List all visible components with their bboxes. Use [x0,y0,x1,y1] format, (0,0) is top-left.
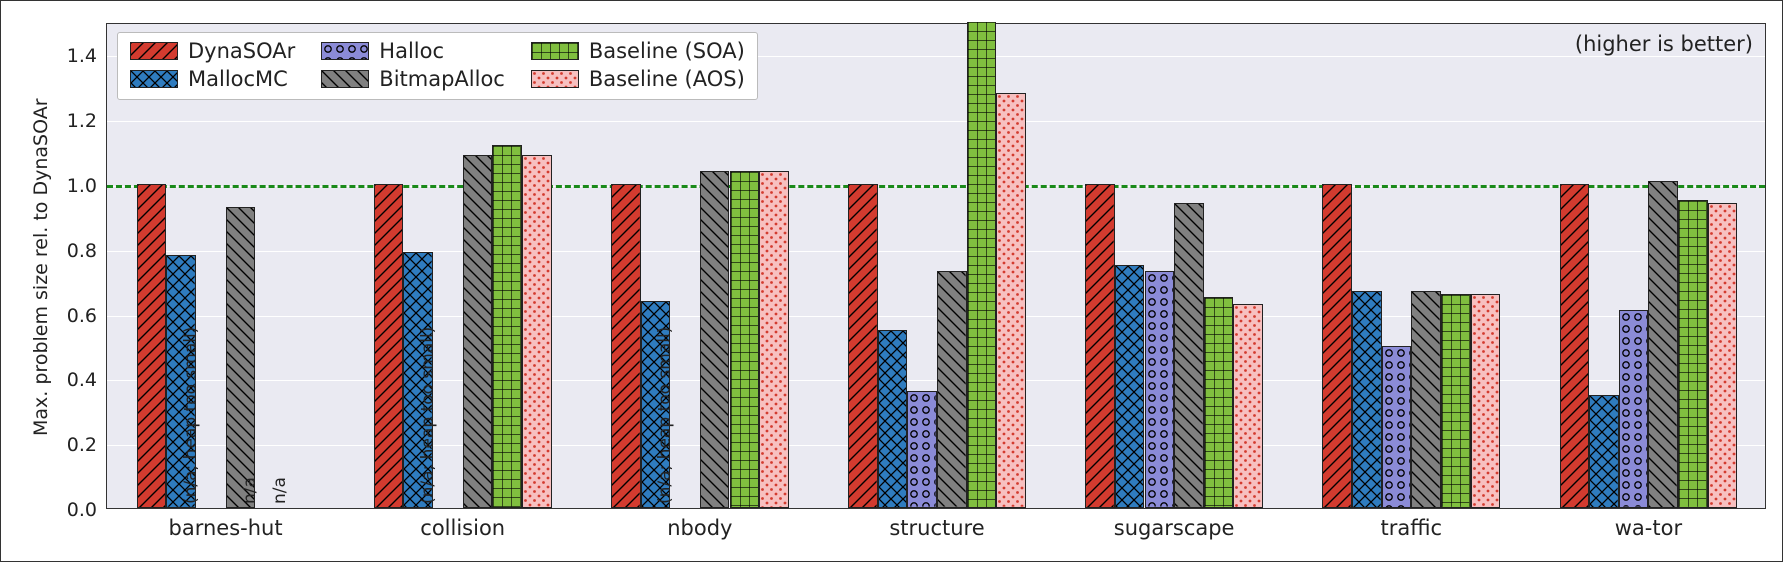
bar-dynasoar [374,184,404,508]
na-label: n/a [240,477,260,504]
bar-halloc [907,391,937,508]
bar-baseline_soa [492,145,522,508]
bar-halloc [1145,271,1175,508]
bar-bitmap [226,207,256,508]
bar-baseline_soa [1678,200,1708,508]
legend-swatch [531,42,579,60]
legend-label: BitmapAlloc [379,67,505,91]
legend-label: MallocMC [188,67,288,91]
legend-item-halloc: Halloc [321,39,505,63]
bar-halloc [1382,346,1412,508]
bar-dynasoar [1560,184,1590,508]
ytick-label: 1.2 [67,110,107,132]
gridline [107,380,1765,381]
xtick-label: nbody [667,508,732,540]
na-label: (n/a; heap too small) [181,327,201,504]
xtick-label: sugarscape [1114,508,1235,540]
chart-frame: 0.0 0.2 0.4 0.6 0.8 1.0 1.2 1.4 barnes-hut (n/a; … [0,0,1783,562]
xtick-label: traffic [1380,508,1442,540]
bar-dynasoar [611,184,641,508]
legend-item-mallocmc: MallocMC [130,67,295,91]
bar-baseline_soa [730,171,760,508]
legend-item-dynasoar: DynaSOAr [130,39,295,63]
y-axis-label: Max. problem size rel. to DynaSOAr [30,99,52,437]
bar-baseline_aos [759,171,789,508]
gridline [107,251,1765,252]
bar-baseline_aos [1471,294,1501,508]
ytick-label: 0.0 [67,499,107,521]
bar-baseline_soa [1441,294,1471,508]
legend-label: Halloc [379,39,444,63]
bar-dynasoar [1085,184,1115,508]
bar-bitmap [1411,291,1441,508]
legend-swatch [531,70,579,88]
annotation-higher-is-better: (higher is better) [1575,32,1753,56]
ytick-label: 0.2 [67,434,107,456]
na-label: n/a [270,477,290,504]
ytick-label: 1.4 [67,45,107,67]
legend-swatch [321,70,369,88]
legend-swatch [321,42,369,60]
bar-mallocmc [1115,265,1145,508]
ytick-label: 0.4 [67,369,107,391]
bar-bitmap [700,171,730,508]
ytick-label: 0.6 [67,305,107,327]
bar-halloc [1619,310,1649,508]
bar-baseline_soa [1204,297,1234,508]
na-label: (n/a; heap too small) [655,327,675,504]
bar-baseline_aos [996,93,1026,508]
gridline [107,121,1765,122]
xtick-label: barnes-hut [169,508,283,540]
plot-area: 0.00.20.40.60.81.01.21.4barnes-hut(n/a; … [106,23,1766,509]
bar-bitmap [463,155,493,508]
bar-baseline_aos [1233,304,1263,508]
xtick-label: structure [889,508,984,540]
legend-item-bitmap: BitmapAlloc [321,67,505,91]
bar-dynasoar [1322,184,1352,508]
legend-swatch [130,70,178,88]
bar-bitmap [1648,181,1678,508]
bar-mallocmc [1352,291,1382,508]
legend-label: Baseline (SOA) [589,39,745,63]
legend-item-baseline_aos: Baseline (AOS) [531,67,745,91]
bar-bitmap [937,271,967,508]
legend-label: Baseline (AOS) [589,67,745,91]
legend: DynaSOAr MallocMC Halloc BitmapAlloc Baselin… [117,32,758,100]
xtick-label: wa-tor [1615,508,1682,540]
na-label: (n/a; heap too small) [418,327,438,504]
ytick-label: 0.8 [67,240,107,262]
bar-dynasoar [137,184,167,508]
xtick-label: collision [420,508,505,540]
bar-dynasoar [848,184,878,508]
gridline [107,316,1765,317]
legend-label: DynaSOAr [188,39,295,63]
bar-bitmap [1174,203,1204,508]
bar-baseline_soa [967,22,997,508]
bar-baseline_aos [522,155,552,508]
bar-baseline_aos [1708,203,1738,508]
bar-mallocmc [1589,395,1619,508]
reference-line [107,185,1765,188]
bar-mallocmc [878,330,908,508]
ytick-label: 1.0 [67,175,107,197]
legend-swatch [130,42,178,60]
legend-item-baseline_soa: Baseline (SOA) [531,39,745,63]
